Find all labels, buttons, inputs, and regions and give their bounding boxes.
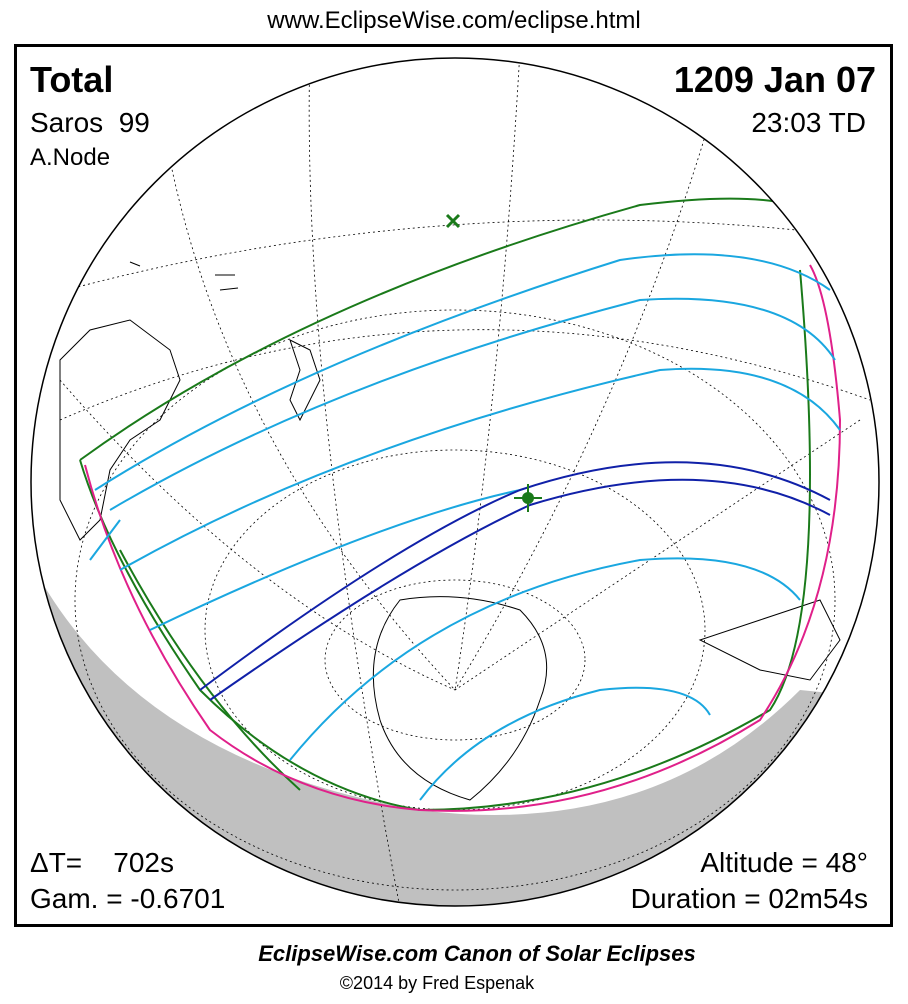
eclipse-type: Total [30, 59, 113, 100]
url: www.EclipseWise.com/eclipse.html [266, 7, 640, 34]
copyright: ©2014 by Fred Espenak [340, 973, 535, 993]
greatest-eclipse-cross [514, 484, 542, 512]
time: 23:03 TD [751, 107, 866, 138]
sub-solar-marker [445, 213, 461, 229]
graticule [31, 58, 879, 906]
eclipse-path [79, 197, 842, 812]
altitude: Altitude = 48° [700, 847, 868, 878]
delta-t: ΔT= 702s [30, 847, 174, 878]
coastlines [59, 261, 841, 801]
saros: Saros 99 [30, 107, 150, 138]
duration: Duration = 02m54s [631, 883, 868, 914]
footer-title: EclipseWise.com Canon of Solar Eclipses [258, 941, 696, 966]
node: A.Node [30, 144, 110, 171]
globe-limb [30, 57, 880, 907]
date: 1209 Jan 07 [674, 59, 876, 100]
gamma: Gam. = -0.6701 [30, 883, 225, 914]
